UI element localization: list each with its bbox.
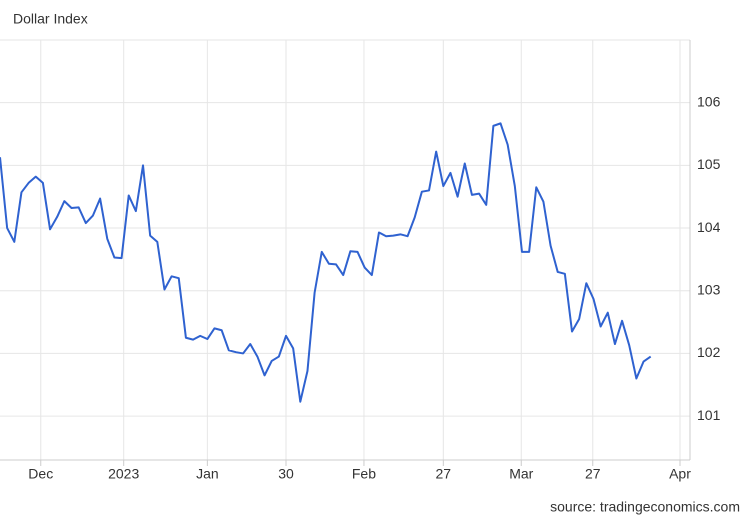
y-tick-label: 101 (697, 407, 721, 423)
x-tick-label: 27 (585, 466, 601, 482)
y-tick-label: 104 (697, 219, 721, 235)
y-tick-label: 106 (697, 93, 721, 109)
x-tick-label: Apr (669, 466, 691, 482)
x-tick-label: Jan (196, 466, 219, 482)
chart-title: Dollar Index (13, 11, 88, 27)
source: source: tradingeconomics.com (550, 499, 740, 515)
x-tick-label: 27 (436, 466, 452, 482)
x-tick-label: 30 (278, 466, 294, 482)
y-tick-label: 103 (697, 281, 721, 297)
y-tick-label: 105 (697, 156, 721, 172)
x-tick-label: Dec (28, 466, 53, 482)
y-tick-label: 102 (697, 344, 721, 360)
series-line (0, 122, 652, 403)
x-tick-label: 2023 (108, 466, 139, 482)
x-tick-label: Mar (509, 466, 533, 482)
x-tick-label: Feb (352, 466, 376, 482)
